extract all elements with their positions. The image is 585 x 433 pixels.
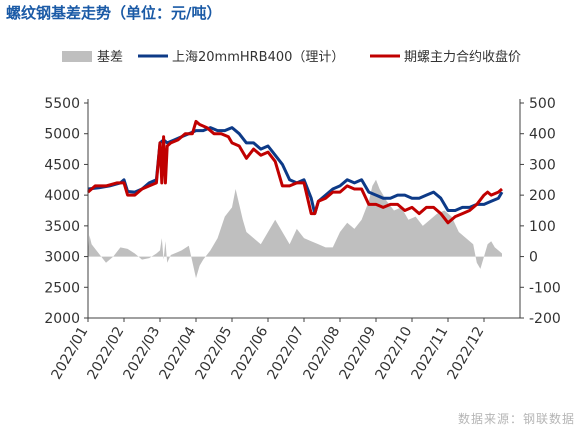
legend-label-spot: 上海20mmHRB400（理计） xyxy=(172,50,344,65)
y-left-tick-label: 2000 xyxy=(44,311,80,327)
y-left-tick-label: 5000 xyxy=(44,127,80,143)
series-basis-area xyxy=(88,179,502,279)
y-left-tick-label: 5500 xyxy=(44,96,80,112)
basis-area-layer xyxy=(88,179,502,279)
y-left-tick-label: 3500 xyxy=(44,219,80,235)
series-futures-line xyxy=(87,119,503,225)
y-right-tick-label: 400 xyxy=(529,127,556,143)
chart-title: 螺纹钢基差走势（单位：元/吨） xyxy=(6,4,222,22)
price-lines-layer xyxy=(87,119,504,225)
data-source-note: 数据来源：钢联数据 xyxy=(457,412,575,426)
y-right-tick-label: 100 xyxy=(529,219,556,235)
y-left-tick-label: 3000 xyxy=(44,250,80,266)
series-spot-line xyxy=(87,126,504,216)
y-left-tick-label: 4000 xyxy=(44,188,80,204)
legend-swatch-basis xyxy=(62,51,92,62)
y-left-tick-label: 2500 xyxy=(44,280,80,296)
y-right-tick-label: 0 xyxy=(529,250,538,266)
legend-label-basis: 基差 xyxy=(97,50,123,65)
legend: 基差 上海20mmHRB400（理计） 期螺主力合约收盘价 xyxy=(62,49,521,65)
y-right-tick-label: 300 xyxy=(529,157,556,173)
y-right-tick-label: 500 xyxy=(529,96,556,112)
y-left-tick-label: 4500 xyxy=(44,157,80,173)
legend-label-futures: 期螺主力合约收盘价 xyxy=(404,49,521,65)
y-right-tick-label: 200 xyxy=(529,188,556,204)
y-right-tick-label: -100 xyxy=(529,280,561,296)
y-right-tick-label: -200 xyxy=(529,311,561,327)
